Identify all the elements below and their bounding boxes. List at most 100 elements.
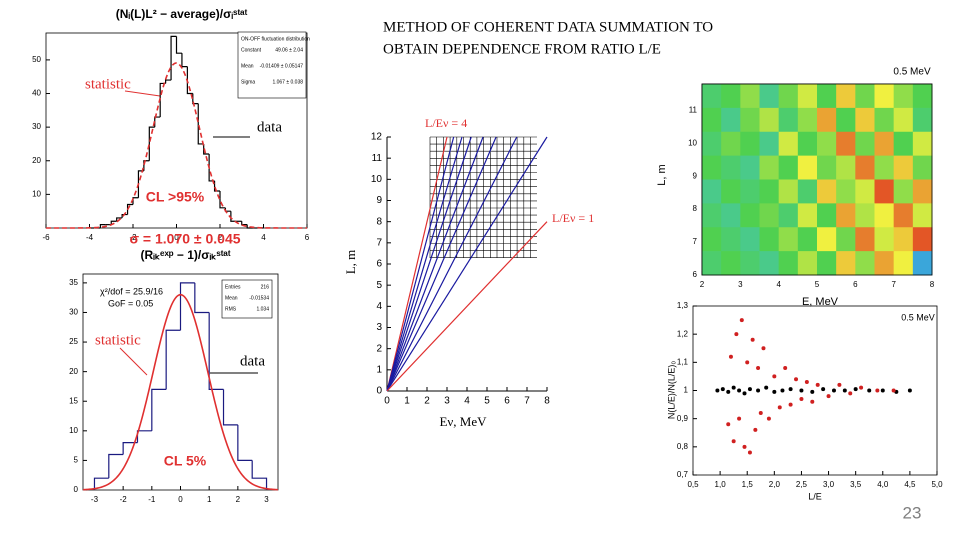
heatmap-cell <box>702 131 722 157</box>
histogram-bin <box>186 66 193 95</box>
heatmap-cell <box>893 84 914 109</box>
y-tick-label: 10 <box>32 189 41 198</box>
scatter-point <box>810 399 815 404</box>
heatmap-cell <box>855 84 875 109</box>
heatmap-cell <box>817 107 837 133</box>
annotation: 0.5 MeV <box>901 312 935 322</box>
scatter-point <box>880 388 885 393</box>
histogram-bin <box>170 35 177 81</box>
x-tick-label: 4 <box>464 396 470 407</box>
scatter-point <box>758 411 763 416</box>
histogram-bin <box>230 211 237 222</box>
heatmap-cell <box>836 84 856 109</box>
stats-box <box>237 31 307 99</box>
heatmap-cell <box>702 84 722 109</box>
y-tick-label: 50 <box>32 55 41 64</box>
scatter-point <box>842 388 847 393</box>
x-tick-label: 3 <box>264 495 269 504</box>
x-tick-label: 1,5 <box>742 480 754 489</box>
stats-label: Mean <box>241 63 254 69</box>
histogram-bin <box>93 477 109 490</box>
y-tick-label: 20 <box>69 367 78 376</box>
heatmap-cell <box>740 84 760 109</box>
ratio-line <box>386 136 448 392</box>
stats-value: 216 <box>261 284 270 290</box>
histogram-bin <box>121 213 128 218</box>
heatmap-cell <box>740 251 760 276</box>
histogram-bin <box>219 191 226 209</box>
heatmap-cell <box>874 107 895 133</box>
plot-frame <box>701 83 933 276</box>
scatter-point <box>728 354 733 359</box>
histogram-bin <box>175 36 182 54</box>
y-tick-label: 9 <box>693 171 698 180</box>
x-tick-label: 0 <box>384 396 390 407</box>
y-tick-label: 0,7 <box>677 470 689 479</box>
histogram-bin <box>122 442 138 455</box>
x-tick-label: 5 <box>815 280 820 289</box>
stats-label: RMS <box>225 306 237 312</box>
y-tick-label: 35 <box>69 278 78 287</box>
heatmap-cell <box>855 131 875 157</box>
slide-title-line: METHOD OF COHERENT DATA SUMMATION TO <box>383 19 713 35</box>
scatter-point <box>737 388 742 393</box>
y-tick-label: 10 <box>371 174 383 185</box>
annotation: GoF = 0.05 <box>108 298 153 308</box>
x-tick-label: -2 <box>120 495 128 504</box>
scatter-point <box>794 377 799 382</box>
y-tick-label: 6 <box>693 270 698 279</box>
y-tick-label: 0,8 <box>677 442 689 451</box>
scatter-point <box>731 439 736 444</box>
heatmap-cell <box>817 179 837 204</box>
heatmap-cell <box>778 84 799 109</box>
heatmap-cell <box>836 227 856 252</box>
chart-title: (Rᵢₖᵉˣᵖ − 1)/σᵢₖˢᵗᵃᵗ <box>141 248 231 262</box>
y-tick-label: 8 <box>376 216 382 227</box>
histogram-bin <box>110 220 117 225</box>
x-tick-label: 1 <box>404 396 410 407</box>
scatter-point <box>799 388 804 393</box>
histogram-bin <box>213 180 220 192</box>
legend-label: L/Eν = 4 <box>425 116 467 130</box>
scatter-point <box>739 318 744 323</box>
heatmap-cell <box>778 107 799 133</box>
y-tick-label: 40 <box>32 89 41 98</box>
x-tick-label: -4 <box>86 233 94 242</box>
annotation: χ²/dof = 25.9/16 <box>100 286 163 296</box>
histogram-bin <box>165 79 172 84</box>
scatter-point <box>747 387 752 392</box>
ratio-line <box>386 136 497 392</box>
heatmap-cell <box>778 155 799 180</box>
x-tick-label: 7 <box>524 396 530 407</box>
y-tick-label: 7 <box>693 237 698 246</box>
heatmap-cell <box>721 155 741 180</box>
heatmap-cell <box>759 107 780 133</box>
histogram-bin <box>151 388 167 431</box>
scatter-point <box>788 387 793 392</box>
heatmap-cell <box>778 179 799 204</box>
x-tick-label: 4 <box>261 233 266 242</box>
scatter-point <box>848 391 853 396</box>
ratio-line <box>386 221 548 392</box>
scatter-point <box>756 388 761 393</box>
y-tick-label: 25 <box>69 337 78 346</box>
heatmap-cell <box>912 251 933 276</box>
heatmap-cell <box>817 131 837 157</box>
histogram-bin <box>241 221 248 226</box>
annotation: data <box>240 353 265 369</box>
annotation: CL 5% <box>164 453 207 469</box>
scatter-point <box>726 422 731 427</box>
x-tick-label: 3 <box>444 396 450 407</box>
heatmap-cell <box>721 179 741 204</box>
y-tick-label: 0,9 <box>677 414 689 423</box>
scatter-point <box>734 332 739 337</box>
x-tick-label: 0 <box>178 495 183 504</box>
fit-curve <box>46 62 307 229</box>
heatmap-cell <box>855 155 875 180</box>
y-tick-label: 20 <box>32 156 41 165</box>
scatter-point <box>799 396 804 401</box>
chart-title: (Nᵢ(L)L² − average)/σᵢˢᵗᵃᵗ <box>116 7 248 21</box>
annotation: 0.5 MeV <box>893 67 931 78</box>
stats-value: -0.01409 ± 0.05147 <box>260 63 304 69</box>
x-tick-label: 3,0 <box>823 480 835 489</box>
